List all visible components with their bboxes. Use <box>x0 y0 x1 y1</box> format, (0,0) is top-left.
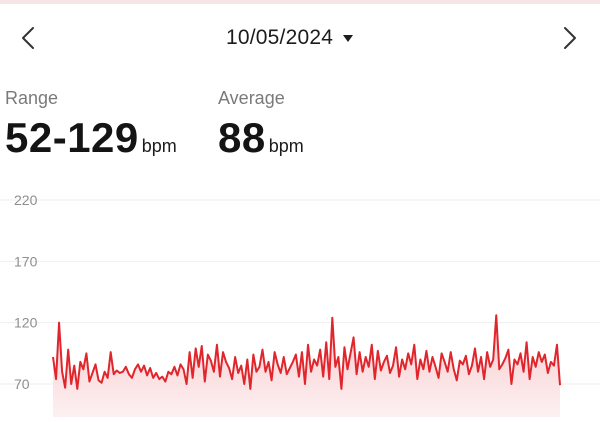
caret-down-icon <box>343 34 354 42</box>
y-tick-label: 170 <box>14 253 38 269</box>
heart-rate-chart[interactable]: 220 170 120 70 <box>0 180 600 417</box>
heart-rate-line <box>52 314 561 390</box>
range-value-row: 52-129 bpm <box>5 114 177 162</box>
range-label: Range <box>5 88 59 108</box>
y-tick-label: 220 <box>14 192 38 208</box>
chevron-left-icon <box>22 27 34 49</box>
range-value: 52-129 <box>5 114 139 161</box>
average-stat: Average 88 bpm <box>218 88 304 162</box>
y-tick-label: 120 <box>14 315 38 331</box>
date-picker[interactable]: 10/05/2024 <box>226 24 354 52</box>
top-strip <box>0 0 600 4</box>
selected-date: 10/05/2024 <box>226 26 334 49</box>
average-value-row: 88 bpm <box>218 114 304 162</box>
heart-rate-chart-svg: 220 170 120 70 <box>0 192 600 417</box>
range-stat: Range 52-129 bpm <box>5 88 177 162</box>
average-value: 88 <box>218 114 266 161</box>
date-header: 10/05/2024 <box>0 18 600 58</box>
previous-day-button[interactable] <box>14 24 42 52</box>
average-label: Average <box>218 88 285 108</box>
range-unit: bpm <box>141 136 177 156</box>
next-day-button[interactable] <box>556 24 584 52</box>
average-unit: bpm <box>268 136 304 156</box>
y-tick-label: 70 <box>14 376 30 392</box>
chevron-right-icon <box>564 27 576 49</box>
